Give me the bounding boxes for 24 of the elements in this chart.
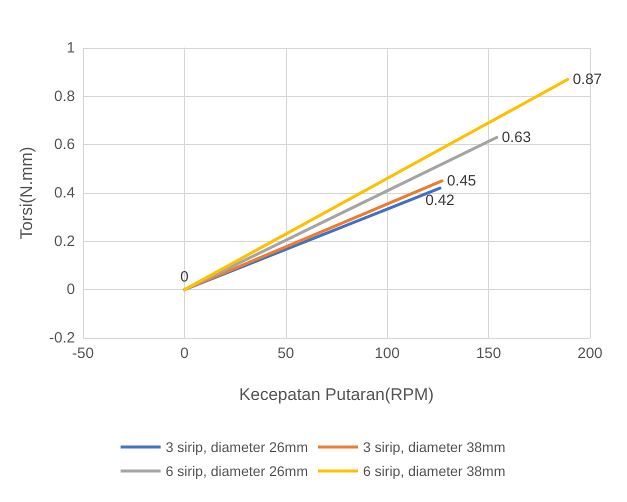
legend-label: 3 sirip, diameter 38mm (363, 439, 506, 455)
y-tick-label: 0 (66, 281, 75, 298)
data-label: 0.45 (446, 172, 476, 190)
y-tick-label: 0.6 (54, 136, 75, 154)
y-tick-label: -0.2 (49, 330, 75, 346)
data-label: 0.63 (502, 128, 531, 146)
x-tick-label: -50 (72, 345, 94, 362)
x-tick-label: 50 (277, 345, 294, 362)
x-tick-label: 100 (374, 345, 400, 362)
data-label: 0.87 (572, 70, 602, 88)
y-tick-label: 1 (66, 40, 75, 56)
x-axis-title: Kecepatan Putaran(RPM) (239, 385, 434, 404)
x-tick-label: 150 (476, 345, 502, 362)
y-tick-label: 0.8 (54, 88, 75, 105)
y-tick-label: 0.4 (54, 184, 75, 202)
y-axis-title: Torsi(N.mm) (17, 146, 36, 240)
legend-label: 3 sirip, diameter 26mm (166, 439, 308, 455)
x-tick-label: 0 (180, 345, 189, 362)
data-label: 0 (180, 268, 189, 286)
legend-label: 6 sirip, diameter 38mm (363, 463, 506, 479)
data-label: 0.42 (425, 192, 455, 210)
legend-label: 6 sirip, diameter 26mm (166, 463, 308, 479)
y-tick-label: 0.2 (54, 232, 75, 250)
x-tick-label: 200 (577, 345, 603, 362)
